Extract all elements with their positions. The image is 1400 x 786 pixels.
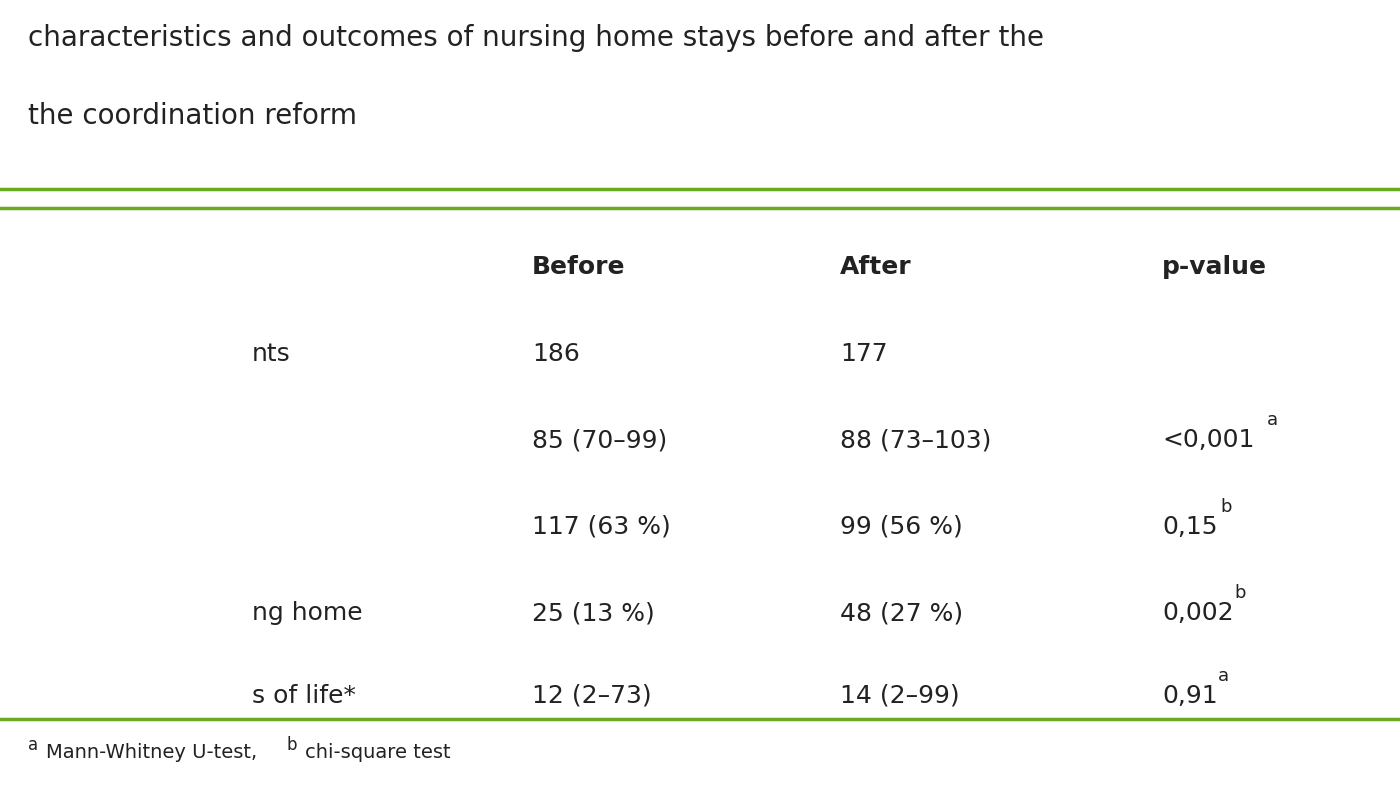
Text: 117 (63 %): 117 (63 %) (532, 515, 671, 539)
Text: Mann-Whitney U-test,: Mann-Whitney U-test, (46, 743, 258, 762)
Text: b: b (1235, 584, 1246, 602)
Text: 99 (56 %): 99 (56 %) (840, 515, 963, 539)
Text: Before: Before (532, 255, 626, 280)
Text: chi-square test: chi-square test (305, 743, 451, 762)
Text: characteristics and outcomes of nursing home stays before and after the: characteristics and outcomes of nursing … (28, 24, 1044, 52)
Text: After: After (840, 255, 911, 280)
Text: p-value: p-value (1162, 255, 1267, 280)
Text: 0,91: 0,91 (1162, 684, 1218, 708)
Text: b: b (1221, 498, 1232, 516)
Text: 0,002: 0,002 (1162, 601, 1233, 626)
Text: 186: 186 (532, 342, 580, 366)
Text: a: a (28, 736, 38, 755)
Text: <0,001: <0,001 (1162, 428, 1254, 453)
Text: 25 (13 %): 25 (13 %) (532, 601, 655, 626)
Text: 85 (70–99): 85 (70–99) (532, 428, 668, 453)
Text: 48 (27 %): 48 (27 %) (840, 601, 963, 626)
Text: 14 (2–99): 14 (2–99) (840, 684, 959, 708)
Text: the coordination reform: the coordination reform (28, 102, 357, 130)
Text: nts: nts (252, 342, 291, 366)
Text: a: a (1218, 667, 1229, 685)
Text: 0,15: 0,15 (1162, 515, 1218, 539)
Text: 88 (73–103): 88 (73–103) (840, 428, 991, 453)
Text: 177: 177 (840, 342, 888, 366)
Text: 12 (2–73): 12 (2–73) (532, 684, 651, 708)
Text: s of life*: s of life* (252, 684, 356, 708)
Text: a: a (1267, 411, 1278, 429)
Text: b: b (287, 736, 297, 755)
Text: ng home: ng home (252, 601, 363, 626)
